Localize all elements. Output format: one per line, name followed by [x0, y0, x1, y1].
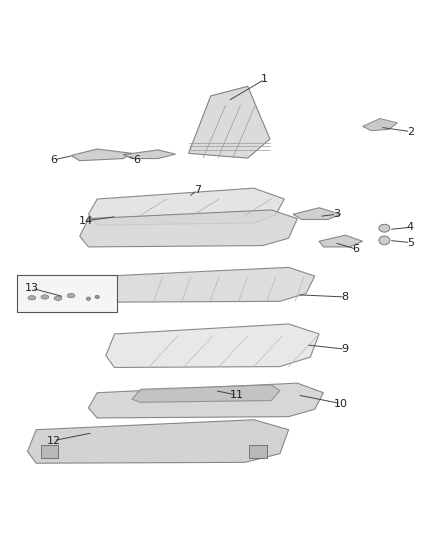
Text: 6: 6 [133, 155, 140, 165]
Ellipse shape [86, 297, 91, 301]
Text: 10: 10 [334, 399, 348, 409]
Text: 9: 9 [342, 344, 349, 354]
Polygon shape [123, 150, 176, 158]
Text: 6: 6 [50, 155, 57, 165]
Ellipse shape [54, 296, 62, 301]
Ellipse shape [67, 294, 75, 298]
Polygon shape [106, 324, 319, 367]
Ellipse shape [28, 296, 36, 300]
Text: 8: 8 [342, 292, 349, 302]
Text: 6: 6 [353, 244, 360, 254]
Ellipse shape [379, 224, 390, 232]
Polygon shape [71, 149, 132, 161]
Ellipse shape [379, 236, 390, 245]
Polygon shape [132, 385, 280, 402]
Text: 13: 13 [25, 283, 39, 293]
Polygon shape [28, 419, 289, 463]
Bar [250, 445, 267, 458]
Text: 7: 7 [194, 185, 201, 195]
Polygon shape [88, 188, 284, 225]
Text: 14: 14 [79, 216, 93, 226]
Text: 12: 12 [46, 435, 61, 446]
Polygon shape [80, 210, 297, 247]
Ellipse shape [95, 295, 99, 298]
Text: 1: 1 [261, 75, 268, 84]
Text: 4: 4 [407, 222, 414, 232]
Text: 2: 2 [407, 126, 414, 136]
Polygon shape [88, 383, 323, 418]
Polygon shape [97, 268, 315, 302]
Polygon shape [293, 208, 341, 220]
FancyBboxPatch shape [17, 275, 117, 312]
Ellipse shape [41, 295, 49, 299]
Text: 5: 5 [407, 238, 414, 247]
Polygon shape [319, 235, 363, 247]
Polygon shape [363, 118, 397, 131]
Text: 11: 11 [230, 390, 244, 400]
Bar [41, 445, 58, 458]
Polygon shape [188, 86, 270, 158]
Text: 3: 3 [333, 209, 340, 219]
